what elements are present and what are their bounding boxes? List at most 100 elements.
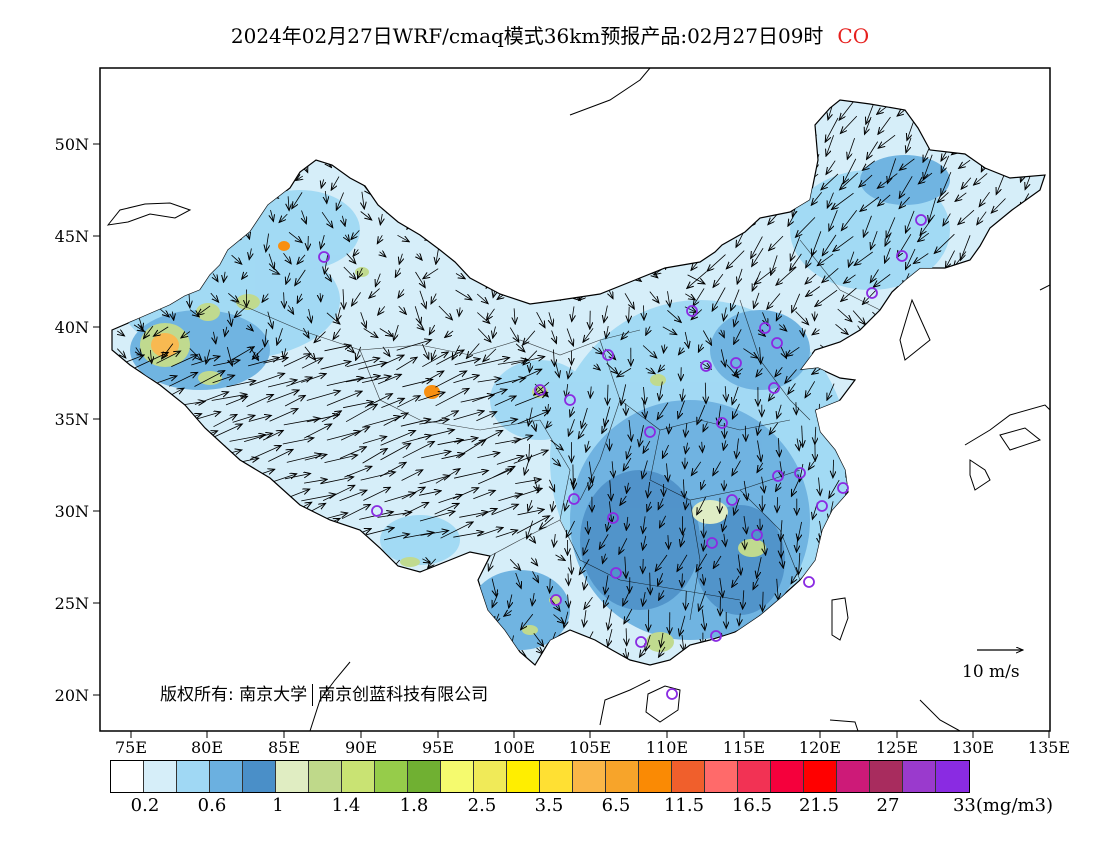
wind-arrow [396, 190, 403, 202]
wind-arrow [523, 270, 532, 278]
wind-arrow [877, 173, 898, 189]
wind-arrow [419, 476, 450, 485]
wind-arrow [206, 349, 210, 364]
wind-arrow [991, 198, 1006, 214]
wind-arrow [370, 576, 379, 594]
wind-arrow [445, 331, 454, 338]
wind-arrow [707, 254, 726, 272]
wind-arrow [642, 345, 657, 359]
wind-arrow [321, 211, 333, 228]
wind-arrow [339, 652, 346, 658]
wind-arrow [239, 555, 245, 564]
wind-arrow [589, 268, 593, 281]
wind-arrow [603, 553, 606, 564]
wind-arrow [721, 329, 725, 338]
wind-arrow [459, 307, 460, 316]
wind-arrow [213, 273, 218, 281]
wind-arrow [509, 594, 512, 609]
wind-arrow [664, 141, 669, 151]
wind-arrow [231, 197, 233, 211]
wind-arrow [564, 154, 572, 164]
wind-arrow [343, 266, 356, 280]
wind-arrow [608, 235, 615, 249]
wind-arrow [684, 306, 697, 313]
wind-arrow [702, 441, 703, 453]
wind-arrow [360, 616, 370, 630]
wind-arrow [226, 346, 232, 366]
wind-arrow [472, 102, 480, 117]
wind-arrow [322, 138, 334, 147]
wind-arrow [694, 173, 707, 184]
wind-arrow [229, 311, 232, 326]
wind-arrow [320, 613, 326, 620]
wind-arrow [473, 119, 487, 131]
wind-arrow [477, 312, 489, 324]
wind-arrow [696, 669, 706, 683]
wind-arrow [383, 122, 390, 141]
wind-arrow [213, 360, 240, 366]
wind-arrow [602, 419, 609, 434]
wind-arrow [515, 479, 541, 484]
wind-arrow [871, 230, 878, 250]
wind-arrow [699, 233, 705, 253]
wind-arrow [537, 648, 544, 654]
wind-arrow [929, 633, 932, 646]
wind-arrow [152, 271, 154, 281]
legend-label: 2.5 [467, 795, 497, 816]
wind-arrow [826, 135, 834, 156]
wind-arrow [728, 157, 741, 174]
wind-arrow [849, 251, 855, 267]
wind-arrow [703, 422, 707, 432]
wind-arrow [226, 155, 230, 174]
wind-arrow [704, 647, 705, 660]
wind-arrow [570, 554, 571, 575]
wind-arrow [737, 194, 747, 210]
wind-arrow [244, 140, 252, 147]
wind-arrow [738, 554, 741, 575]
wind-arrow [289, 593, 294, 602]
wind-arrow [1019, 651, 1027, 665]
wind-arrow [609, 501, 611, 523]
wind-arrow [249, 248, 251, 259]
wind-arrow [251, 591, 253, 607]
wind-arrow [209, 138, 226, 145]
wind-arrow [175, 232, 184, 236]
wind-arrow [135, 464, 168, 480]
wind-arrow [382, 346, 390, 357]
wind-arrow [145, 573, 151, 579]
wind-arrow [515, 572, 522, 588]
wind-arrow [551, 457, 561, 466]
wind-arrow [682, 177, 689, 182]
wind-arrow [645, 368, 655, 374]
wind-arrow [756, 368, 763, 376]
wind-arrow [891, 363, 895, 379]
wind-arrow [452, 119, 461, 134]
wind-arrow [1006, 461, 1008, 476]
wind-arrow [949, 673, 953, 685]
wind-arrow [342, 154, 347, 161]
wind-arrow [941, 117, 949, 137]
wind-arrow [906, 673, 909, 684]
title-text: 2024年02月27日WRF/cmaq模式36km预报产品:02月27日09时 [230, 24, 824, 48]
wind-arrow [560, 688, 567, 704]
wind-arrow [402, 576, 416, 585]
wind-arrow [815, 558, 820, 570]
wind-arrow [175, 266, 185, 281]
wind-arrow [301, 358, 323, 369]
wind-arrow [384, 493, 416, 503]
wind-arrow [266, 390, 299, 403]
wind-arrow [374, 614, 378, 623]
wind-arrow [828, 521, 838, 539]
wind-arrow [806, 251, 815, 268]
wind-arrow [1025, 174, 1032, 189]
wind-arrow [358, 363, 387, 370]
wind-arrow [589, 461, 592, 484]
wind-arrow [234, 307, 246, 317]
wind-arrow [361, 558, 367, 566]
wind-arrow [810, 102, 815, 117]
wind-arrow [489, 686, 493, 702]
wind-arrow [108, 667, 117, 675]
wind-arrow [369, 288, 380, 299]
wind-arrow [153, 489, 176, 499]
wind-arrow [363, 118, 374, 131]
